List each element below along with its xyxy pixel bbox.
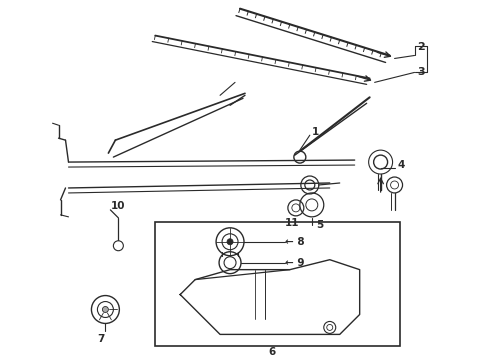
Text: 10: 10 [110,201,125,211]
Text: 7: 7 [98,334,105,345]
Text: 5: 5 [316,220,323,230]
Text: 2: 2 [417,41,425,51]
Bar [155,222,399,346]
Text: 11: 11 [285,218,299,228]
Circle shape [227,239,233,245]
Text: ← 9: ← 9 [285,258,304,268]
Text: 6: 6 [269,347,275,357]
Text: 3: 3 [417,67,425,77]
Text: 4: 4 [397,160,405,170]
Circle shape [102,306,108,312]
Text: 1: 1 [312,127,319,137]
Text: ← 8: ← 8 [285,237,304,247]
